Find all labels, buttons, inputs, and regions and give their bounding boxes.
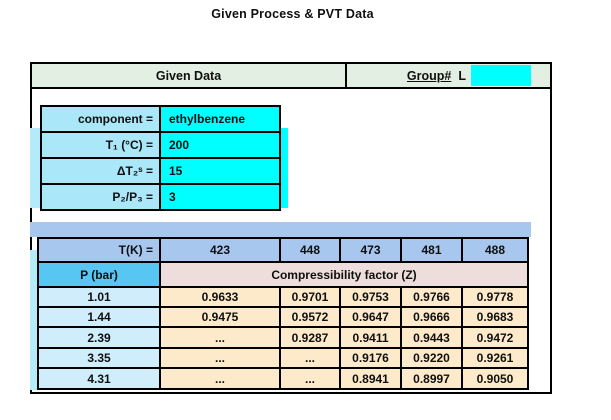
temp-header-cell: 488 xyxy=(463,239,527,261)
temp-header-cell: 448 xyxy=(281,239,339,261)
section-header-row: Given Data Group# L xyxy=(32,64,550,89)
z-cell: 0.9475 xyxy=(161,308,279,326)
temp-header-cell: 423 xyxy=(161,239,279,261)
z-cell-missing[interactable]: ... xyxy=(281,369,339,388)
temp-header-cell: 481 xyxy=(402,239,461,261)
z-cell: 0.9472 xyxy=(463,328,527,347)
group-number-label: Group# xyxy=(406,68,452,83)
delta-t2-label: ΔT₂ˢ = xyxy=(42,159,159,183)
z-cell: 0.9666 xyxy=(402,308,461,326)
z-cell: 0.9647 xyxy=(341,308,400,326)
given-data-table: component = ethylbenzene T₁ (°C) = 200 Δ… xyxy=(40,105,281,211)
z-cell-missing[interactable]: ... xyxy=(281,349,339,367)
delta-t2-value-cell[interactable]: 15 xyxy=(161,159,279,183)
pressure-cell: 1.01 xyxy=(39,288,159,306)
group-value-text: L xyxy=(458,68,466,83)
group-input-cell[interactable] xyxy=(471,65,531,86)
z-cell: 0.8941 xyxy=(341,369,400,388)
z-cell: 0.9753 xyxy=(341,288,400,306)
p2-p3-value-cell[interactable]: 3 xyxy=(161,185,279,209)
z-factor-header: Compressibility factor (Z) xyxy=(161,263,527,286)
pressure-cell: 4.31 xyxy=(39,369,159,388)
z-cell: 0.9633 xyxy=(161,288,279,306)
z-cell: 0.9411 xyxy=(341,328,400,347)
group-header: Group# L xyxy=(347,64,550,87)
t1-value-cell[interactable]: 200 xyxy=(161,133,279,157)
z-cell: 0.8997 xyxy=(402,369,461,388)
z-cell: 0.9778 xyxy=(463,288,527,306)
z-cell: 0.9050 xyxy=(463,369,527,388)
z-cell: 0.9572 xyxy=(281,308,339,326)
pressure-cell: 2.39 xyxy=(39,328,159,347)
z-cell: 0.9261 xyxy=(463,349,527,367)
z-cell: 0.9683 xyxy=(463,308,527,326)
page-title: Given Process & PVT Data xyxy=(211,7,374,21)
left-fill-strip-pvt xyxy=(30,250,38,390)
z-cell: 0.9443 xyxy=(402,328,461,347)
t1-label: T₁ (°C) = xyxy=(42,133,159,157)
t-row-label: T(K) = xyxy=(39,239,159,261)
z-cell: 0.9701 xyxy=(281,288,339,306)
z-cell: 0.9220 xyxy=(402,349,461,367)
z-cell: 0.9176 xyxy=(341,349,400,367)
given-data-header: Given Data xyxy=(32,64,347,87)
z-cell: 0.9766 xyxy=(402,288,461,306)
z-cell-missing[interactable]: ... xyxy=(161,349,279,367)
temp-header-cell: 473 xyxy=(341,239,400,261)
pvt-table: T(K) = 423 448 473 481 488 P (bar) Compr… xyxy=(37,237,529,390)
pressure-cell: 3.35 xyxy=(39,349,159,367)
left-fill-strip-given xyxy=(30,128,40,208)
pressure-cell: 1.44 xyxy=(39,308,159,326)
z-cell: 0.9287 xyxy=(281,328,339,347)
pressure-column-header: P (bar) xyxy=(39,263,159,286)
component-label: component = xyxy=(42,107,159,131)
p2-p3-label: P₂/P₃ = xyxy=(42,185,159,209)
component-value-cell[interactable]: ethylbenzene xyxy=(161,107,279,131)
z-cell-missing[interactable]: ... xyxy=(161,328,279,347)
cyan-fill-shadow xyxy=(281,128,288,208)
blue-band xyxy=(30,222,531,237)
z-cell-missing[interactable]: ... xyxy=(161,369,279,388)
